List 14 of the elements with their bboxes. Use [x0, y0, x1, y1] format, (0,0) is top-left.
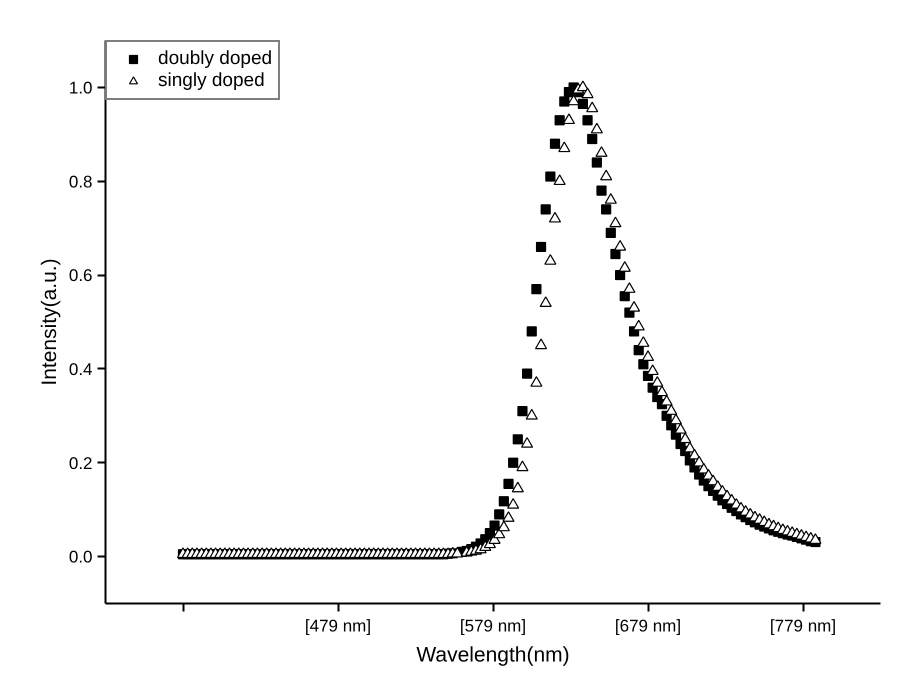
x-tick-label: [679 nm] — [614, 616, 682, 636]
legend-label: singly doped — [158, 70, 265, 92]
y-tick-label: 1.0 — [68, 78, 93, 98]
x-axis-title: Wavelength(nm) — [416, 644, 570, 666]
y-axis-title: Intensity(a.u.) — [38, 258, 61, 386]
x-tick-label: [479 nm] — [304, 616, 372, 636]
y-tick-label: 0.0 — [68, 548, 93, 567]
y-tick-label: 0.8 — [68, 172, 93, 192]
legend-label: doubly doped — [158, 48, 272, 70]
x-tick-label: [579 nm] — [460, 616, 526, 636]
y-tick-label: 0.6 — [68, 266, 93, 286]
y-tick-label: 0.2 — [68, 454, 93, 473]
x-tick-label: [779 nm] — [770, 616, 836, 636]
y-tick-label: 0.4 — [68, 360, 93, 379]
